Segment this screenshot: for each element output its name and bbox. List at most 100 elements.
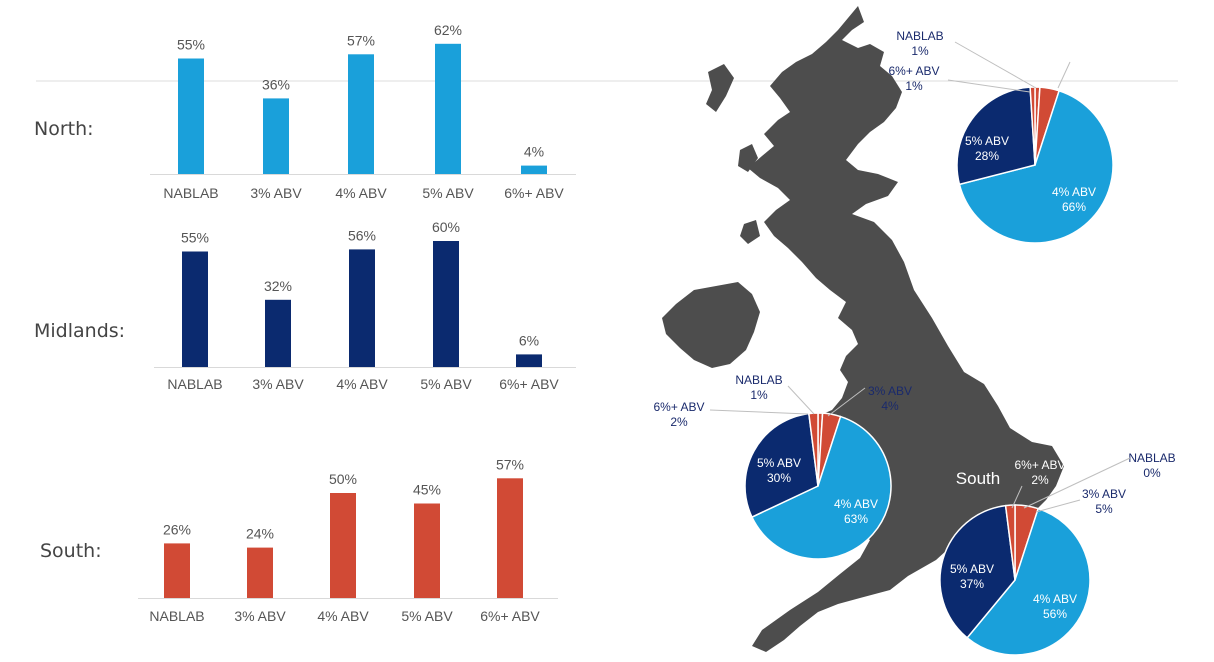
midlands-pie-slice-4 (744, 412, 819, 519)
inner-isles-shape (738, 144, 758, 172)
south-category-label-3: 4% ABV (317, 608, 369, 624)
midlands-category-label-2: 3% ABV (252, 376, 304, 392)
north-bar-data-label-3: 57% (347, 32, 375, 48)
south-bar-5 (497, 478, 523, 598)
north-pie-leader-3pct (1057, 61, 1071, 89)
western-isles-shape (706, 64, 734, 112)
south-category-label-4: 5% ABV (401, 608, 453, 624)
south-pie-label-3pct-name: 3% ABV (1082, 487, 1126, 501)
south-bar-2 (247, 547, 273, 598)
midlands-pie-label-5pct-name: 5% ABV (757, 456, 801, 470)
south-bar-data-label-2: 24% (246, 526, 274, 542)
midlands-pie-leader-3pct (827, 387, 866, 417)
north-region-label: North: (34, 118, 94, 140)
midlands-bar-data-label-4: 60% (432, 219, 460, 235)
north-bar-chart: 55% NABLAB 36% 3% ABV 57% 4% ABV 62% 5% ABV 4% 6%… (150, 22, 576, 201)
north-pie-label-4pct-pct: 66% (1062, 200, 1086, 214)
south-pie-label-5pct-name: 5% ABV (950, 562, 994, 576)
midlands-pie-label-nablab-name: NABLAB (735, 373, 782, 387)
midlands-pie-label-6pct-pct: 2% (670, 415, 688, 429)
north-pie-label-5pct-pct: 28% (975, 149, 999, 163)
north-bar-4 (435, 43, 461, 174)
north-category-label-3: 4% ABV (335, 185, 387, 201)
northern-ireland-shape (662, 282, 760, 368)
south-pie-leader-nablab (1023, 457, 1131, 509)
north-pie-leader-nablab (954, 41, 1037, 89)
north-bar-2 (263, 98, 289, 174)
south-category-label-5: 6%+ ABV (480, 608, 540, 624)
midlands-bar-4 (433, 241, 459, 367)
south-pie-label-5pct-pct: 37% (960, 577, 984, 591)
north-bar-data-label-2: 36% (262, 76, 290, 92)
north-pie-leader-6pct (947, 79, 1031, 93)
south-bar-data-label-4: 45% (413, 482, 441, 498)
south-bar-data-label-5: 57% (496, 456, 524, 472)
south-pie-chart (939, 504, 1091, 656)
midlands-category-label-3: 4% ABV (336, 376, 388, 392)
south-pie-slice-5 (1004, 504, 1016, 581)
midlands-pie-leader-nablab (787, 385, 815, 415)
south-category-label-2: 3% ABV (234, 608, 286, 624)
south-pie-label-4pct-name: 4% ABV (1033, 592, 1077, 606)
midlands-bar-data-label-3: 56% (348, 227, 376, 243)
north-bar-data-label-4: 62% (434, 22, 462, 38)
north-category-label-4: 5% ABV (422, 185, 474, 201)
south-pie-label-4pct-pct: 56% (1043, 607, 1067, 621)
north-bar-5 (521, 165, 547, 174)
midlands-bar-data-label-5: 6% (519, 332, 539, 348)
south-pie-label-6pct-name: 6%+ ABV (1014, 458, 1065, 472)
south-pie-slice-3 (966, 507, 1091, 656)
midlands-bar-2 (265, 299, 291, 367)
south-category-label-1: NABLAB (149, 608, 204, 624)
south-bar-3 (330, 493, 356, 598)
north-pie-slice-4 (956, 86, 1036, 186)
midlands-region-label: Midlands: (34, 320, 126, 342)
south-region-label: South: (40, 540, 102, 562)
midlands-pie-label-4pct-pct: 63% (844, 512, 868, 526)
south-pie-leader-6pct (1011, 485, 1023, 509)
south-pie-leader-3pct (1035, 499, 1081, 513)
midlands-pie-leader-6pct (709, 409, 809, 415)
midlands-category-label-4: 5% ABV (420, 376, 472, 392)
south-bar-1 (164, 543, 190, 598)
south-pie-label-nablab-name: NABLAB (1128, 451, 1175, 465)
midlands-pie-label-5pct-pct: 30% (767, 471, 791, 485)
north-pie-slice-3 (958, 89, 1114, 244)
midlands-pie-label-3pct-pct: 4% (881, 399, 899, 413)
south-bar-chart: 26% NABLAB 24% 3% ABV 50% 4% ABV 45% 5% ABV 57% 6… (138, 456, 558, 624)
north-bar-3 (348, 54, 374, 174)
midlands-bar-3 (349, 249, 375, 367)
south-pie-label-nablab-pct: 0% (1143, 466, 1161, 480)
south-bar-data-label-3: 50% (329, 471, 357, 487)
midlands-pie-label-6pct-name: 6%+ ABV (653, 400, 704, 414)
midlands-pie-label-4pct-name: 4% ABV (834, 497, 878, 511)
north-pie-label-4pct-name: 4% ABV (1052, 185, 1096, 199)
north-category-label-2: 3% ABV (250, 185, 302, 201)
midlands-category-label-1: NABLAB (167, 376, 222, 392)
north-bar-data-label-1: 55% (177, 37, 205, 53)
midlands-bar-chart: 55% NABLAB 32% 3% ABV 56% 4% ABV 60% 5% ABV 6% 6%… (154, 219, 576, 392)
islay-shape (740, 220, 760, 244)
midlands-category-label-5: 6%+ ABV (499, 376, 559, 392)
north-category-label-1: NABLAB (163, 185, 218, 201)
south-pie-label-6pct-pct: 2% (1031, 473, 1049, 487)
north-pie-label-6pct-name: 6%+ ABV (888, 64, 939, 78)
midlands-pie-chart (744, 412, 892, 560)
midlands-bar-1 (182, 251, 208, 367)
midlands-pie-label-nablab-pct: 1% (750, 388, 768, 402)
north-bar-data-label-5: 4% (524, 144, 544, 160)
north-pie-label-nablab-pct: 1% (911, 44, 929, 58)
north-pie-label-nablab-name: NABLAB (896, 29, 943, 43)
south-bar-data-label-1: 26% (163, 521, 191, 537)
north-category-label-5: 6%+ ABV (504, 185, 564, 201)
midlands-bar-data-label-1: 55% (181, 230, 209, 246)
north-pie-chart (956, 86, 1114, 244)
south-pie-label-3pct-pct: 5% (1095, 502, 1113, 516)
midlands-pie-label-3pct-name: 3% ABV (868, 384, 912, 398)
north-pie-label-5pct-name: 5% ABV (965, 134, 1009, 148)
map-south-label: South (956, 469, 1000, 488)
north-bar-1 (178, 58, 204, 174)
south-bar-4 (414, 503, 440, 598)
